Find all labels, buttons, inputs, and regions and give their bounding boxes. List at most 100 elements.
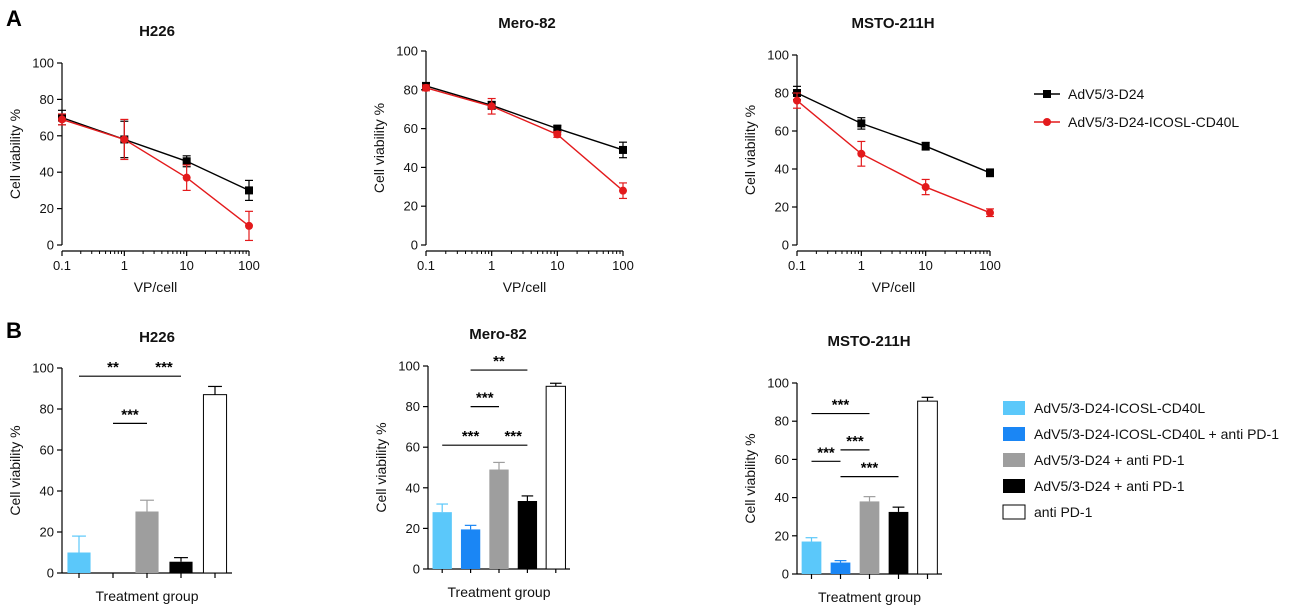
bar-h226-y-tick-label: 100 — [32, 361, 54, 376]
line-msto-211h-y-tick-label: 60 — [775, 124, 789, 139]
legend-b-item-5-swatch — [1002, 504, 1026, 520]
line-h226-series-adv5-3-d24-point — [182, 157, 191, 166]
legend-b-item-5-label: anti PD-1 — [1034, 504, 1093, 520]
bar-msto-211h-significance-label: *** — [861, 460, 879, 477]
line-h226-y-tick-label: 80 — [40, 92, 54, 107]
bar-chart-h226: H226 0 20 40 60 80 100 Cell viability % Treatmen… — [7, 329, 232, 604]
bar-mero-82-y-tick-label: 60 — [406, 440, 420, 455]
legend-b-item-2-swatch — [1003, 427, 1025, 441]
bar-msto-211h-y-tick-label: 0 — [782, 567, 789, 582]
legend-b-item-3-label: AdV5/3-D24 + anti PD-1 — [1034, 452, 1185, 468]
line-msto-211h-x-tick-label: 0.1 — [788, 258, 806, 273]
bar-msto-211h-y-tick-label: 60 — [775, 452, 789, 467]
line-h226-series-adv5-3-d24-icosl-cd40l-point — [120, 135, 129, 144]
line-msto-211h-series-adv5-3-d24-icosl-cd40l-point — [921, 183, 930, 192]
bar-h226-x-axis-label: Treatment group — [96, 588, 199, 604]
bar-h226-y-tick-label: 80 — [40, 402, 54, 417]
bar-h226-bar-4 — [169, 561, 193, 573]
bar-msto-211h-bar-2 — [830, 562, 851, 574]
bar-mero-82-y-tick-label: 40 — [406, 480, 420, 495]
line-mero-82-title: Mero-82 — [498, 15, 556, 32]
bar-msto-211h-bar-1 — [801, 541, 822, 574]
line-mero-82-series-adv5-3-d24-point — [619, 145, 627, 154]
line-msto-211h-x-tick-label: 10 — [918, 258, 932, 273]
legend-b-item-1-swatch — [1003, 401, 1025, 415]
line-h226-y-tick-label: 60 — [40, 128, 54, 143]
bar-msto-211h-bar-4 — [888, 511, 909, 574]
bar-msto-211h-significance-label: *** — [817, 444, 835, 461]
line-msto-211h-y-tick-label: 100 — [767, 48, 789, 63]
bar-h226-y-axis-label: Cell viability % — [7, 425, 23, 515]
bar-mero-82-bar-2 — [460, 529, 481, 569]
line-msto-211h-series-adv5-3-d24-point — [857, 119, 866, 128]
line-msto-211h-series-adv5-3-d24-icosl-cd40l-line — [796, 100, 991, 214]
bar-chart-mero-82: Mero-82 0 20 40 60 80 100 Cell viability % Treat… — [373, 326, 570, 600]
line-h226-y-tick-label: 20 — [40, 201, 54, 216]
line-msto-211h-y-axis-label: Cell viability % — [742, 105, 758, 195]
line-mero-82-y-tick-label: 0 — [411, 238, 418, 253]
line-h226-y-tick-label: 0 — [47, 238, 54, 253]
line-msto-211h-series-adv5-3-d24-point — [921, 142, 930, 151]
legend-a-item-1-label: AdV5/3-D24 — [1068, 86, 1144, 102]
line-h226-title: H226 — [139, 23, 175, 40]
line-h226-y-tick-label: 100 — [32, 56, 54, 71]
line-h226-series-adv5-3-d24-icosl-cd40l-point — [182, 173, 191, 182]
line-mero-82-x-axis-label: VP/cell — [503, 279, 547, 295]
bar-mero-82-y-tick-label: 0 — [413, 562, 420, 577]
panel-label-b: B — [6, 318, 22, 343]
bar-h226-y-tick-label: 0 — [47, 566, 54, 581]
bar-mero-82-bar-1 — [432, 512, 452, 569]
line-msto-211h-y-tick-label: 80 — [775, 86, 789, 101]
line-mero-82-y-tick-label: 80 — [404, 82, 418, 97]
line-msto-211h-y-tick-label: 20 — [775, 200, 789, 215]
bar-msto-211h-bar-3 — [859, 501, 880, 574]
bar-h226-significance-label: *** — [155, 359, 173, 376]
bar-msto-211h-y-tick-label: 20 — [775, 528, 789, 543]
line-h226-series-adv5-3-d24-icosl-cd40l-line — [61, 118, 250, 227]
line-chart-mero-82: Mero-82 0 20 40 60 80 100 Cell viability % 0.1 1 1… — [371, 15, 634, 295]
line-h226-x-tick-label: 1 — [121, 258, 128, 273]
bar-mero-82-y-axis-label: Cell viability % — [373, 422, 389, 512]
line-msto-211h-y-tick-label: 40 — [775, 162, 789, 177]
bar-chart-msto-211h: MSTO-211H 0 20 40 60 80 100 Cell viability % Tre… — [742, 333, 942, 605]
bar-msto-211h-x-axis-label: Treatment group — [818, 589, 921, 605]
line-mero-82-series-adv5-3-d24-point — [553, 124, 562, 133]
line-mero-82-series-adv5-3-d24-icosl-cd40l-point — [422, 83, 430, 92]
line-mero-82-series-adv5-3-d24-icosl-cd40l-line — [425, 87, 624, 192]
line-h226-x-axis-label: VP/cell — [134, 279, 178, 295]
line-msto-211h-series-adv5-3-d24-icosl-cd40l-point — [986, 208, 994, 217]
legend-a-item-2-marker — [1043, 118, 1051, 126]
bar-h226-y-tick-label: 60 — [40, 443, 54, 458]
line-chart-h226: H226 0 20 40 60 80 100 Cell viability % 0.1 1 10 10… — [7, 23, 260, 295]
line-h226-series-adv5-3-d24-icosl-cd40l-point — [245, 221, 253, 230]
legend-bar-charts: AdV5/3-D24-ICOSL-CD40L AdV5/3-D24-ICOSL-C… — [1002, 400, 1279, 520]
line-chart-msto-211h: MSTO-211H 0 20 40 60 80 100 Cell viability % 0.1… — [742, 15, 1001, 295]
line-h226-x-tick-label: 100 — [238, 258, 260, 273]
bar-mero-82-y-tick-label: 20 — [406, 521, 420, 536]
line-mero-82-series-adv5-3-d24-line — [425, 85, 624, 151]
bar-mero-82-significance-label: *** — [476, 390, 494, 407]
line-mero-82-y-axis-label: Cell viability % — [371, 103, 387, 193]
line-msto-211h-x-tick-label: 1 — [858, 258, 865, 273]
bar-msto-211h-y-tick-label: 100 — [767, 376, 789, 391]
panel-label-a: A — [6, 6, 22, 31]
line-mero-82-x-tick-label: 100 — [612, 258, 634, 273]
bar-mero-82-significance-label: *** — [462, 428, 480, 445]
bar-h226-title: H226 — [139, 329, 175, 346]
line-h226-series-adv5-3-d24-line — [61, 116, 250, 192]
line-mero-82-x-tick-label: 1 — [488, 258, 495, 273]
line-msto-211h-series-adv5-3-d24-line — [796, 92, 991, 174]
bar-mero-82-bar-3 — [489, 469, 509, 569]
bar-mero-82-y-tick-label: 80 — [406, 399, 420, 414]
legend-b-item-2-label: AdV5/3-D24-ICOSL-CD40L + anti PD-1 — [1034, 426, 1279, 442]
line-msto-211h-series-adv5-3-d24-icosl-cd40l-point — [793, 96, 801, 105]
bar-mero-82-significance-label: ** — [493, 353, 505, 370]
bar-h226-bar-3 — [135, 511, 159, 573]
bar-mero-82-x-axis-label: Treatment group — [448, 584, 551, 600]
legend-b-item-4-label: AdV5/3-D24 + anti PD-1 — [1034, 478, 1185, 494]
line-msto-211h-title: MSTO-211H — [851, 15, 934, 32]
line-mero-82-series-adv5-3-d24-icosl-cd40l-point — [553, 130, 562, 139]
line-msto-211h-series-adv5-3-d24-point — [986, 168, 994, 177]
bar-msto-211h-bar-5 — [917, 400, 938, 575]
